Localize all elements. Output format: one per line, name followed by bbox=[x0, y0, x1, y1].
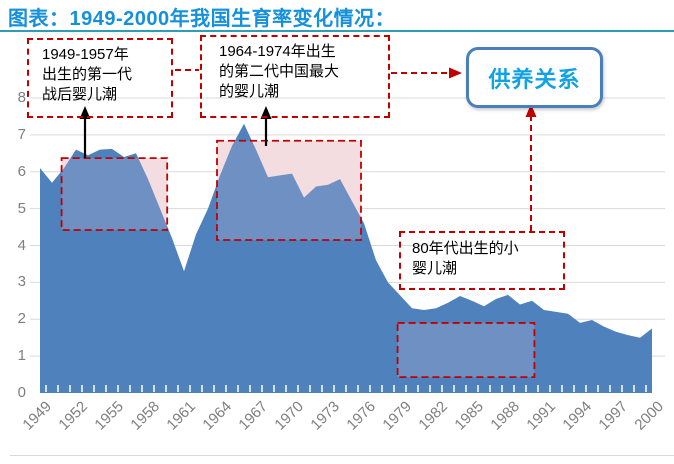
y-axis-label: 1 bbox=[17, 347, 26, 365]
callout-second-baby-boom: 1964-1974年出生 的第二代中国最大 的婴儿潮 bbox=[200, 35, 390, 118]
y-axis-label: 6 bbox=[17, 162, 26, 180]
y-axis-label: 7 bbox=[17, 125, 26, 143]
y-axis-label: 4 bbox=[17, 236, 26, 254]
callout-first-baby-boom: 1949-1957年 出生的第一代 战后婴儿潮 bbox=[27, 38, 173, 118]
black-arrow-head-icon bbox=[79, 106, 91, 119]
relation-badge: 供养关系 bbox=[466, 47, 603, 108]
relation-badge-label: 供养关系 bbox=[488, 66, 581, 92]
highlight-border-1 bbox=[60, 157, 169, 231]
bottom-divider bbox=[10, 455, 674, 456]
area-series bbox=[40, 123, 652, 394]
highlight-border-3 bbox=[396, 322, 536, 379]
highlight-tint-1 bbox=[61, 158, 168, 231]
title-underline bbox=[0, 30, 674, 32]
y-axis-label: 2 bbox=[17, 310, 26, 328]
black-arrow-head-icon bbox=[260, 106, 272, 119]
y-axis-label: 3 bbox=[17, 273, 26, 291]
red-arrow-head-icon bbox=[525, 104, 537, 117]
red-arrow-head-icon bbox=[449, 67, 462, 79]
highlight-border-2 bbox=[216, 139, 362, 241]
highlight-tint-2 bbox=[217, 140, 361, 240]
highlight-tint-3 bbox=[397, 322, 535, 378]
y-axis-label: 0 bbox=[17, 384, 26, 401]
y-axis-label: 8 bbox=[17, 89, 26, 106]
callout-80s-baby-boom: 80年代出生的小 婴儿潮 bbox=[399, 231, 565, 290]
y-axis-label: 5 bbox=[17, 199, 26, 217]
page-title: 图表：1949-2000年我国生育率变化情况： bbox=[8, 8, 396, 30]
